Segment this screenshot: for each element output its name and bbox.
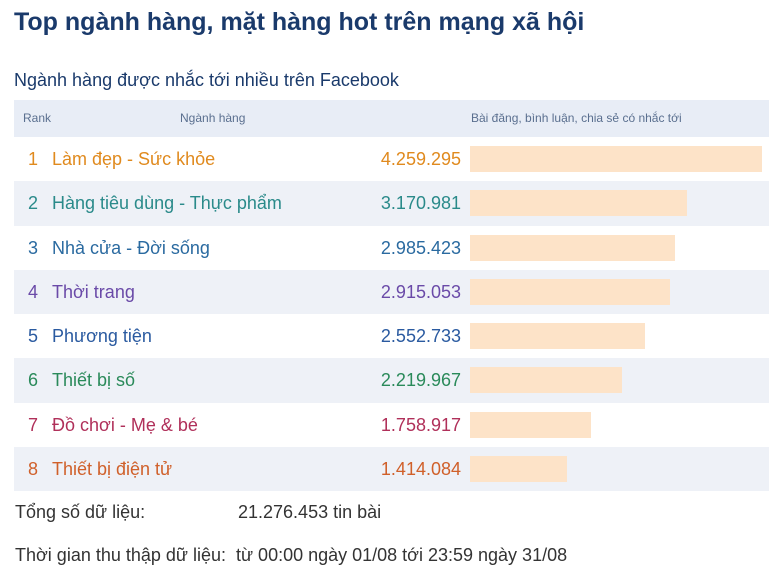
total-value: 21.276.453 tin bài [238, 502, 382, 522]
value-label: 4.259.295 [380, 149, 461, 169]
value-label: 2.985.423 [380, 237, 461, 258]
category-label: Thời trang [52, 281, 135, 302]
bar-track [470, 190, 762, 217]
bar [470, 411, 591, 438]
bar [470, 190, 688, 217]
header-rank: Rank [23, 111, 52, 125]
ranking-table: Rank Ngành hàng Bài đăng, bình luận, chi… [14, 100, 769, 492]
category-label: Thiết bị số [52, 370, 136, 391]
bar-track [470, 278, 762, 305]
bar-track [470, 323, 762, 350]
table-row: 7 Đồ chơi - Mẹ & bé 1.758.917 [14, 403, 769, 447]
bar-track [470, 146, 762, 172]
rank-label: 2 [28, 193, 39, 214]
table-header: Rank Ngành hàng Bài đăng, bình luận, chi… [14, 100, 769, 137]
table-row: 4 Thời trang 2.915.053 [14, 269, 769, 315]
bar-track [470, 367, 762, 394]
category-label: Làm đẹp - Sức khỏe [52, 149, 216, 169]
rank-label: 5 [28, 326, 39, 347]
rank-label: 3 [28, 237, 39, 258]
table-row: 6 Thiết bị số 2.219.967 [14, 358, 769, 403]
page-title: Top ngành hàng, mặt hàng hot trên mạng x… [14, 8, 585, 36]
bar [470, 234, 675, 261]
category-label: Nhà cửa - Đời sống [52, 237, 210, 258]
table-row: 2 Hàng tiêu dùng - Thực phẩm 3.170.981 [14, 181, 769, 226]
rank-label: 8 [28, 459, 39, 480]
table-row: 5 Phương tiện 2.552.733 [14, 314, 769, 358]
header-category: Ngành hàng [180, 111, 246, 125]
bar [470, 278, 670, 305]
value-label: 2.915.053 [380, 281, 461, 302]
bar-track [470, 456, 762, 483]
bar [470, 456, 567, 483]
category-label: Phương tiện [52, 326, 152, 347]
bar-track [470, 411, 762, 438]
bar [470, 367, 623, 394]
period-value: từ 00:00 ngày 01/08 tới 23:59 ngày 31/08 [236, 545, 568, 565]
category-label: Đồ chơi - Mẹ & bé [52, 414, 198, 435]
value-label: 2.552.733 [380, 326, 461, 347]
rank-label: 1 [28, 149, 39, 169]
period-label: Thời gian thu thập dữ liệu: [15, 545, 226, 565]
header-mentions: Bài đăng, bình luận, chia sẻ có nhắc tới [471, 111, 682, 125]
table-body: 1 Làm đẹp - Sức khỏe 4.259.295 2 Hàng tiêu d… [14, 137, 769, 492]
bar-track [470, 234, 762, 261]
rank-label: 7 [28, 414, 39, 435]
table-row: 8 Thiết bị điện tử 1.414.084 [14, 447, 769, 492]
total-label: Tổng số dữ liệu: [15, 502, 146, 522]
rank-label: 4 [28, 281, 39, 302]
rank-label: 6 [28, 370, 39, 391]
category-label: Hàng tiêu dùng - Thực phẩm [52, 193, 282, 214]
value-label: 1.758.917 [380, 414, 461, 435]
chart-subtitle: Ngành hàng được nhắc tới nhiều trên Face… [14, 70, 399, 90]
value-label: 1.414.084 [380, 459, 461, 480]
table-row: 3 Nhà cửa - Đời sống 2.985.423 [14, 226, 769, 270]
value-label: 3.170.981 [380, 193, 461, 214]
bar [470, 146, 762, 172]
value-label: 2.219.967 [380, 370, 461, 391]
category-label: Thiết bị điện tử [52, 459, 173, 480]
bar [470, 323, 645, 350]
table-row: 1 Làm đẹp - Sức khỏe 4.259.295 [14, 137, 769, 181]
